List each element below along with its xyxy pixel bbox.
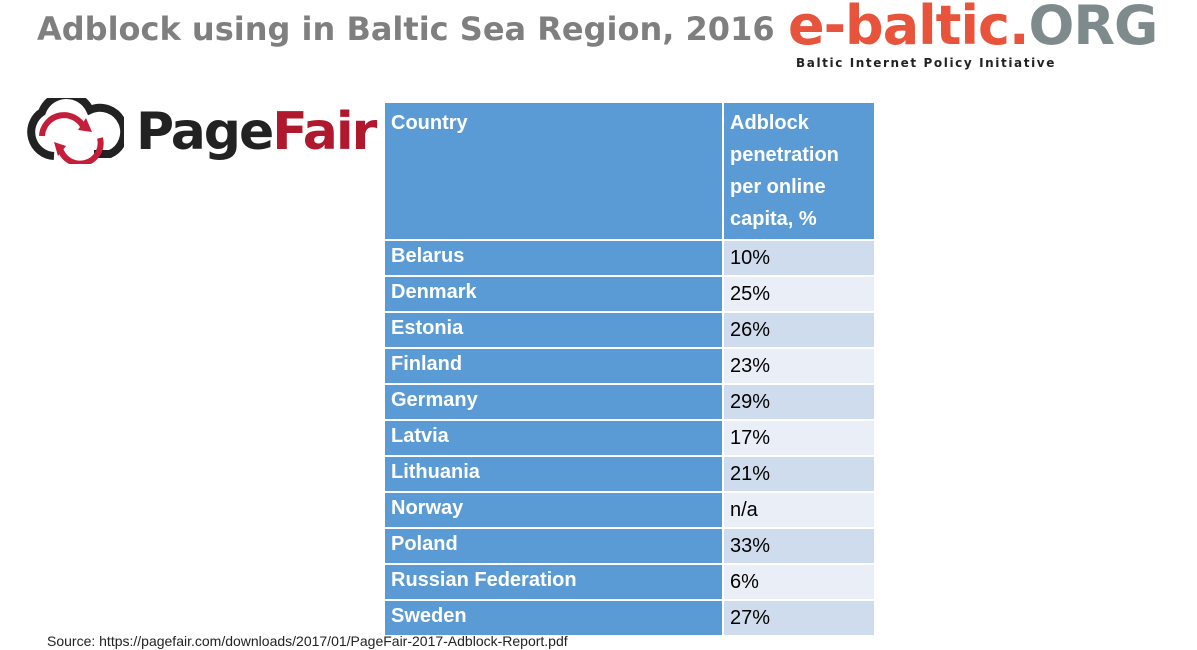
brand-name: e-baltic. (788, 0, 1029, 57)
table-row: Belarus 10% (383, 239, 876, 277)
value-cell: n/a (722, 491, 876, 529)
partner-name: Page (136, 102, 274, 162)
country-cell: Lithuania (383, 455, 724, 493)
table-row: Germany 29% (383, 383, 876, 421)
country-cell: Finland (383, 347, 724, 385)
data-table: Country Adblock penetration per online ca… (383, 101, 876, 637)
value-cell: 33% (722, 527, 876, 565)
country-cell: Russian Federation (383, 563, 724, 601)
value-cell: 23% (722, 347, 876, 385)
table-row: Latvia 17% (383, 419, 876, 457)
country-cell: Poland (383, 527, 724, 565)
country-cell: Estonia (383, 311, 724, 349)
header-row: Country Adblock penetration per online ca… (383, 101, 876, 241)
value-cell: 29% (722, 383, 876, 421)
column-header: Adblock penetration per online capita, % (722, 101, 876, 241)
value-cell: 27% (722, 599, 876, 637)
country-cell: Norway (383, 491, 724, 529)
country-cell: Belarus (383, 239, 724, 277)
country-cell: Germany (383, 383, 724, 421)
table-row: Poland 33% (383, 527, 876, 565)
table-row: Sweden 27% (383, 599, 876, 637)
table-row: Norway n/a (383, 491, 876, 529)
country-cell: Latvia (383, 419, 724, 457)
value-cell: 21% (722, 455, 876, 493)
country-cell: Denmark (383, 275, 724, 313)
table-row: Estonia 26% (383, 311, 876, 349)
value-cell: 25% (722, 275, 876, 313)
table-row: Finland 23% (383, 347, 876, 385)
brand-suffix: ORG (1028, 0, 1159, 57)
value-cell: 17% (722, 419, 876, 457)
brand-tagline: Baltic Internet Policy Initiative (796, 56, 1056, 70)
table-row: Russian Federation 6% (383, 563, 876, 601)
partner-name: Fair (272, 102, 377, 162)
brand-logo: e-baltic.ORG (788, 0, 1159, 57)
value-cell: 6% (722, 563, 876, 601)
title: Adblock using in Baltic Sea Region, 2016 (37, 10, 775, 48)
value-cell: 10% (722, 239, 876, 277)
table-row: Denmark 25% (383, 275, 876, 313)
partner-icon (27, 98, 124, 164)
value-cell: 26% (722, 311, 876, 349)
column-header: Country (383, 101, 724, 241)
country-cell: Sweden (383, 599, 724, 637)
source-note: Source: https://pagefair.com/downloads/2… (47, 633, 568, 649)
partner-logo: PageFair (136, 102, 377, 162)
table-row: Lithuania 21% (383, 455, 876, 493)
